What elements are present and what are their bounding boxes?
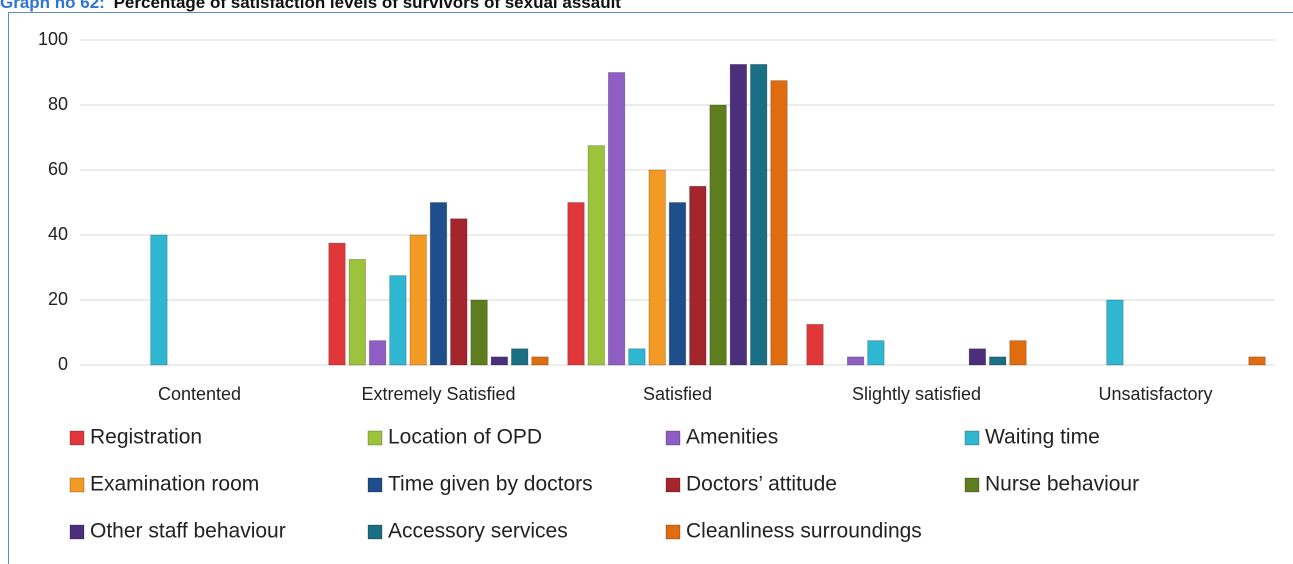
bar [668, 202, 687, 366]
legend-label: Time given by doctors [388, 473, 593, 496]
y-tick-label: 20 [48, 289, 68, 309]
bar [490, 356, 509, 366]
legend-label: Waiting time [985, 426, 1100, 449]
bar [389, 275, 407, 366]
y-tick-label: 0 [58, 354, 68, 374]
legend-swatch [367, 524, 383, 540]
y-tick-label: 100 [38, 29, 68, 49]
bar [846, 356, 865, 366]
legend-swatch [69, 477, 85, 493]
legend-label: Cleanliness surroundings [686, 520, 922, 543]
bar [1106, 299, 1124, 366]
x-tick-label: Unsatisfactory [1098, 384, 1212, 404]
bar [750, 63, 768, 366]
bar [806, 323, 824, 366]
y-tick-label: 60 [48, 159, 68, 179]
bar [628, 348, 646, 366]
legend-label: Location of OPD [388, 426, 542, 449]
legend-label: Doctors’ attitude [686, 473, 837, 496]
bar [729, 63, 748, 366]
bar [709, 104, 727, 366]
bar [368, 340, 387, 366]
title-text: Percentage of satisfaction levels of sur… [114, 0, 622, 12]
legend-swatch [69, 524, 85, 540]
bar [989, 356, 1007, 366]
bar [450, 218, 468, 366]
legend-swatch [69, 430, 85, 446]
bar [648, 169, 666, 366]
legend-swatch [665, 524, 681, 540]
legend-swatch [964, 430, 980, 446]
bar [511, 348, 529, 366]
bar [968, 348, 987, 366]
y-tick-label: 40 [48, 224, 68, 244]
bar [607, 72, 626, 366]
legend-label: Registration [90, 426, 202, 449]
bar [567, 202, 585, 366]
bar [348, 258, 366, 366]
legend-label: Examination room [90, 473, 259, 496]
bar [1248, 356, 1266, 366]
bar [1009, 340, 1027, 366]
legend-swatch [367, 477, 383, 493]
bar [409, 234, 427, 366]
x-tick-label: Satisfied [643, 384, 712, 404]
bar [587, 145, 605, 366]
legend-label: Other staff behaviour [90, 520, 286, 543]
chart-title: Graph no 62: Percentage of satisfaction … [0, 0, 621, 12]
bar [867, 340, 885, 366]
bar [470, 299, 488, 366]
legend-label: Nurse behaviour [985, 473, 1139, 496]
title-number: Graph no 62: [0, 0, 105, 12]
y-tick-label: 80 [48, 94, 68, 114]
bar [531, 356, 549, 366]
legend-label: Amenities [686, 426, 778, 449]
bar [689, 185, 707, 366]
x-tick-label: Slightly satisfied [852, 384, 981, 404]
bar [150, 234, 168, 366]
legend-swatch [367, 430, 383, 446]
bar [770, 80, 788, 366]
legend-swatch [964, 477, 980, 493]
legend-label: Accessory services [388, 520, 568, 543]
legend-swatch [665, 430, 681, 446]
x-tick-label: Extremely Satisfied [361, 384, 515, 404]
legend-swatch [665, 477, 681, 493]
x-tick-label: Contented [158, 384, 241, 404]
bar [328, 242, 346, 366]
frame [8, 12, 1293, 564]
bar [429, 202, 448, 366]
